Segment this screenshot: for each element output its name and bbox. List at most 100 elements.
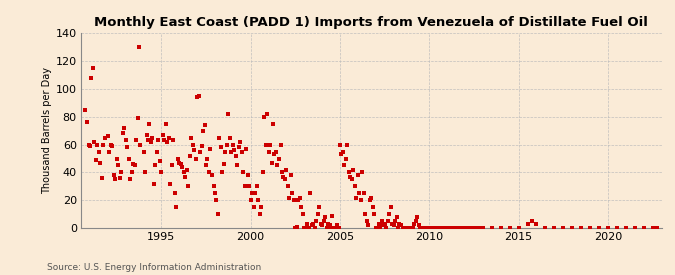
Point: [247, 191, 258, 196]
Point: [354, 191, 364, 196]
Point: [424, 226, 435, 230]
Point: [215, 145, 226, 150]
Point: [226, 149, 237, 154]
Point: [495, 226, 506, 230]
Point: [116, 170, 127, 175]
Point: [196, 144, 207, 148]
Point: [455, 226, 466, 230]
Point: [229, 148, 240, 152]
Point: [93, 149, 104, 154]
Point: [467, 226, 478, 230]
Point: [373, 222, 384, 226]
Point: [387, 222, 398, 226]
Point: [439, 226, 450, 230]
Point: [473, 226, 484, 230]
Point: [220, 149, 231, 154]
Point: [272, 163, 283, 168]
Point: [309, 226, 320, 230]
Point: [437, 226, 448, 230]
Point: [162, 140, 173, 144]
Point: [292, 225, 302, 229]
Point: [204, 170, 215, 175]
Point: [464, 226, 475, 230]
Point: [128, 162, 138, 166]
Point: [234, 145, 244, 150]
Point: [364, 198, 375, 203]
Point: [192, 95, 202, 99]
Point: [86, 75, 97, 80]
Point: [171, 205, 182, 210]
Point: [140, 170, 151, 175]
Point: [281, 167, 292, 172]
Point: [180, 174, 190, 179]
Point: [156, 170, 167, 175]
Point: [394, 222, 405, 226]
Point: [369, 212, 379, 216]
Point: [293, 198, 304, 203]
Point: [434, 226, 445, 230]
Point: [257, 170, 268, 175]
Point: [221, 142, 232, 147]
Point: [278, 174, 289, 179]
Point: [381, 226, 392, 230]
Point: [313, 212, 323, 216]
Point: [475, 226, 485, 230]
Point: [323, 222, 333, 226]
Point: [367, 205, 378, 210]
Point: [335, 142, 346, 147]
Point: [376, 219, 387, 224]
Point: [549, 226, 560, 230]
Point: [230, 153, 241, 158]
Point: [366, 195, 377, 200]
Point: [89, 140, 100, 144]
Point: [138, 149, 149, 154]
Point: [448, 226, 458, 230]
Point: [404, 226, 415, 230]
Point: [345, 174, 356, 179]
Point: [406, 226, 417, 230]
Point: [263, 149, 274, 154]
Point: [412, 215, 423, 219]
Point: [303, 226, 314, 230]
Point: [440, 226, 451, 230]
Point: [134, 45, 144, 49]
Point: [194, 149, 205, 154]
Point: [306, 223, 317, 228]
Title: Monthly East Coast (PADD 1) Imports from Venezuela of Distillate Fuel Oil: Monthly East Coast (PADD 1) Imports from…: [95, 16, 648, 29]
Point: [161, 122, 171, 126]
Point: [169, 191, 180, 196]
Point: [119, 126, 130, 130]
Point: [172, 156, 183, 161]
Point: [248, 205, 259, 210]
Point: [288, 198, 299, 203]
Point: [126, 170, 137, 175]
Point: [176, 162, 186, 166]
Point: [184, 153, 195, 158]
Point: [371, 226, 381, 230]
Point: [122, 145, 132, 150]
Point: [129, 163, 140, 168]
Point: [200, 163, 211, 168]
Point: [429, 226, 439, 230]
Point: [567, 226, 578, 230]
Point: [419, 226, 430, 230]
Point: [157, 133, 168, 137]
Point: [379, 222, 390, 226]
Point: [603, 226, 614, 230]
Text: Source: U.S. Energy Information Administration: Source: U.S. Energy Information Administ…: [47, 263, 261, 272]
Point: [92, 142, 103, 147]
Point: [629, 226, 640, 230]
Point: [277, 170, 288, 175]
Point: [190, 156, 201, 161]
Point: [409, 222, 420, 226]
Point: [279, 177, 290, 182]
Point: [103, 134, 113, 138]
Point: [183, 184, 194, 189]
Point: [378, 223, 389, 228]
Point: [477, 226, 488, 230]
Point: [558, 226, 568, 230]
Point: [350, 184, 360, 189]
Point: [454, 226, 464, 230]
Point: [593, 226, 604, 230]
Point: [105, 142, 116, 147]
